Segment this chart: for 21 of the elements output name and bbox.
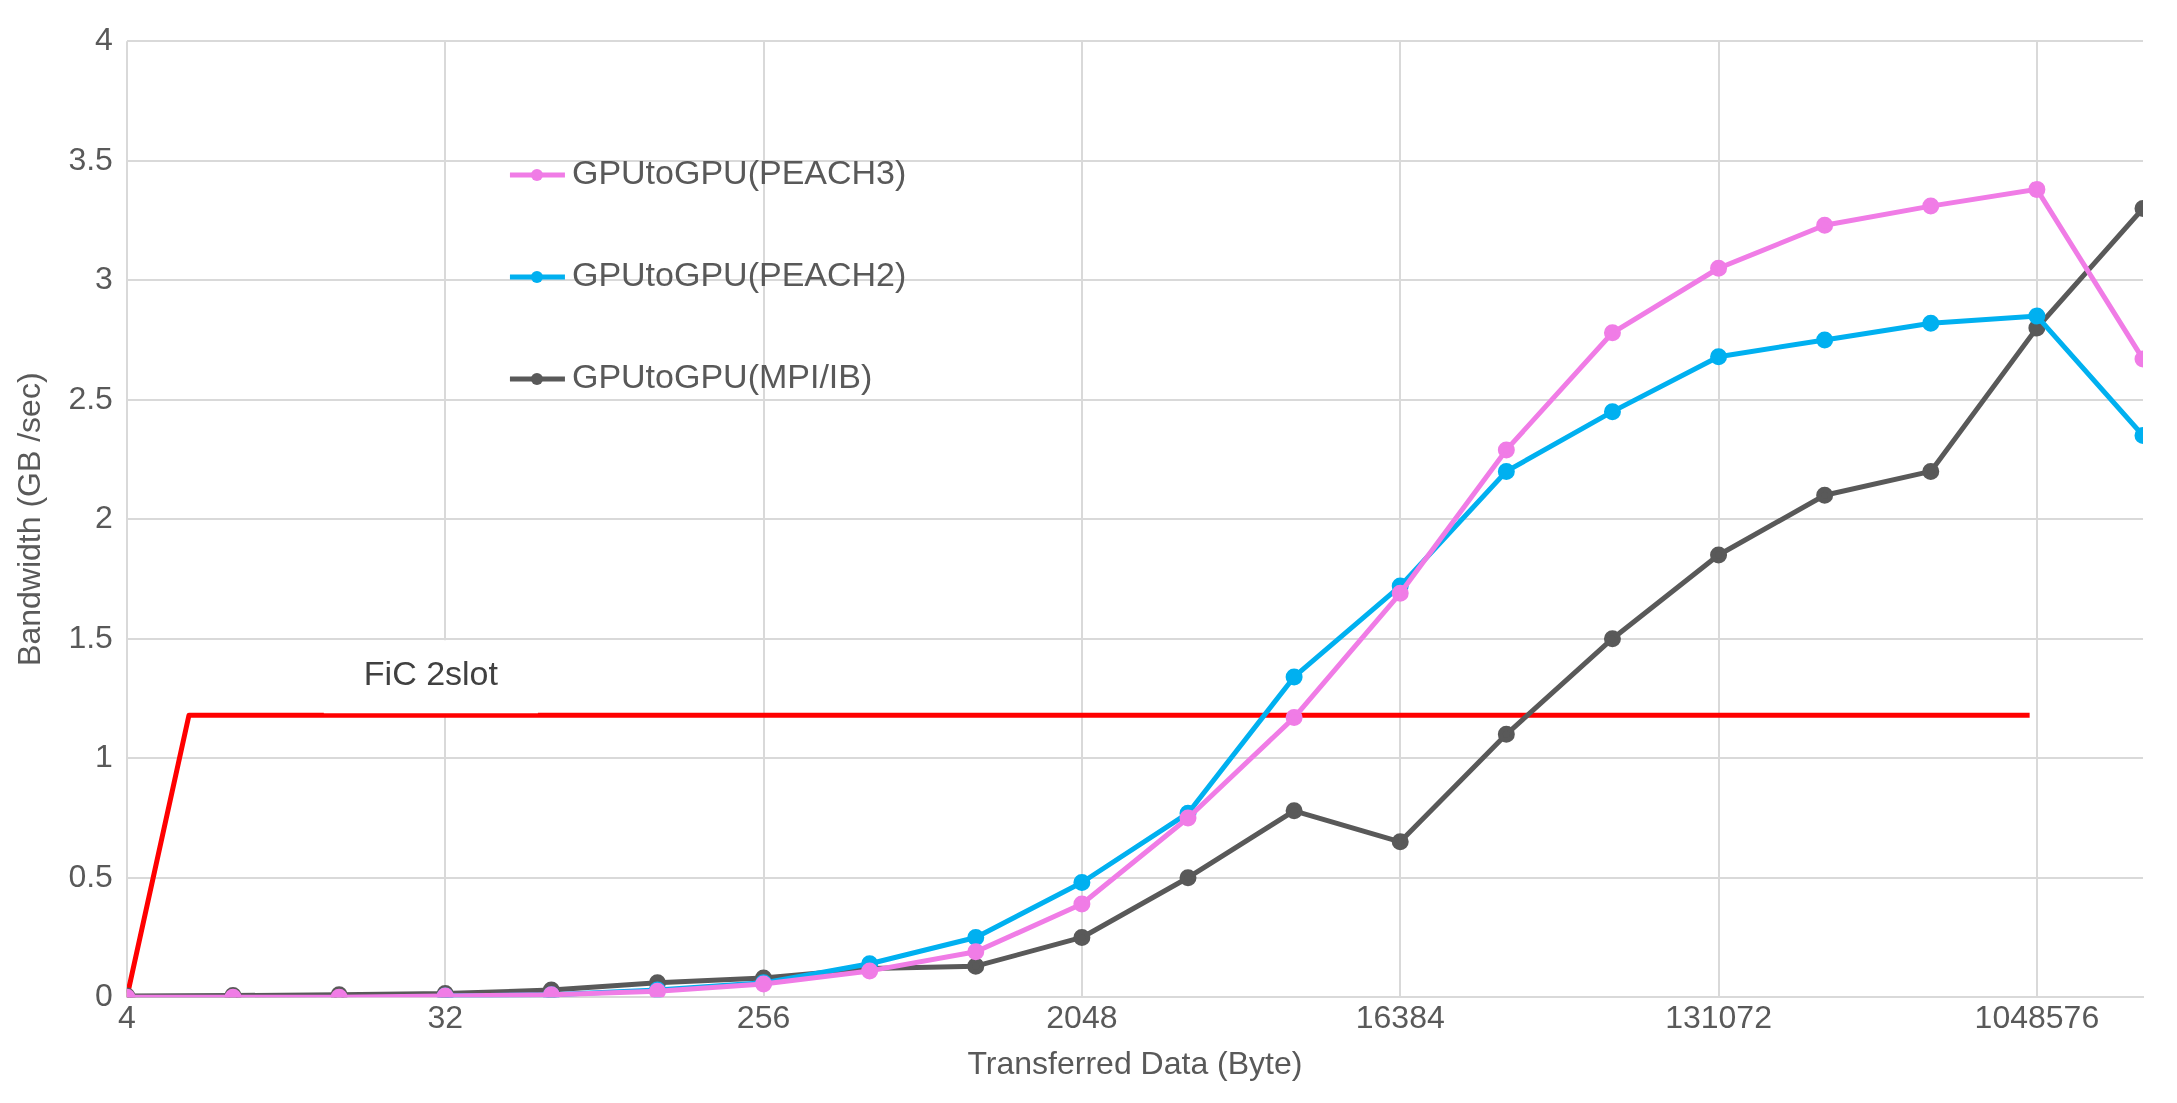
legend-label: GPUtoGPU(MPI/IB) bbox=[571, 357, 873, 396]
y-tick-label: 2.5 bbox=[68, 379, 113, 416]
y-tick-label: 0 bbox=[95, 977, 113, 1014]
y-axis-title: Bandwidth (GB /sec) bbox=[11, 372, 48, 666]
series-label: FiC 2slot bbox=[363, 653, 499, 692]
x-tick-label: 256 bbox=[736, 999, 791, 1036]
y-tick-label: 2 bbox=[95, 499, 113, 536]
y-tick-label: 1.5 bbox=[68, 618, 113, 655]
legend-label: GPUtoGPU(PEACH3) bbox=[571, 153, 907, 192]
y-tick-label: 4 bbox=[95, 21, 113, 58]
x-tick-label: 2048 bbox=[1046, 999, 1118, 1036]
y-tick-label: 0.5 bbox=[68, 857, 113, 894]
legend-label: GPUtoGPU(PEACH2) bbox=[571, 255, 907, 294]
y-tick-label: 3 bbox=[95, 260, 113, 297]
y-tick-label: 3.5 bbox=[68, 140, 113, 177]
y-tick-label: 1 bbox=[95, 738, 113, 775]
x-axis-title: Transferred Data (Byte) bbox=[967, 1044, 1303, 1081]
x-tick-label: 1048576 bbox=[1974, 999, 2100, 1036]
x-tick-label: 131072 bbox=[1665, 999, 1772, 1036]
x-tick-label: 32 bbox=[427, 999, 464, 1036]
x-tick-label: 16384 bbox=[1355, 999, 1445, 1036]
